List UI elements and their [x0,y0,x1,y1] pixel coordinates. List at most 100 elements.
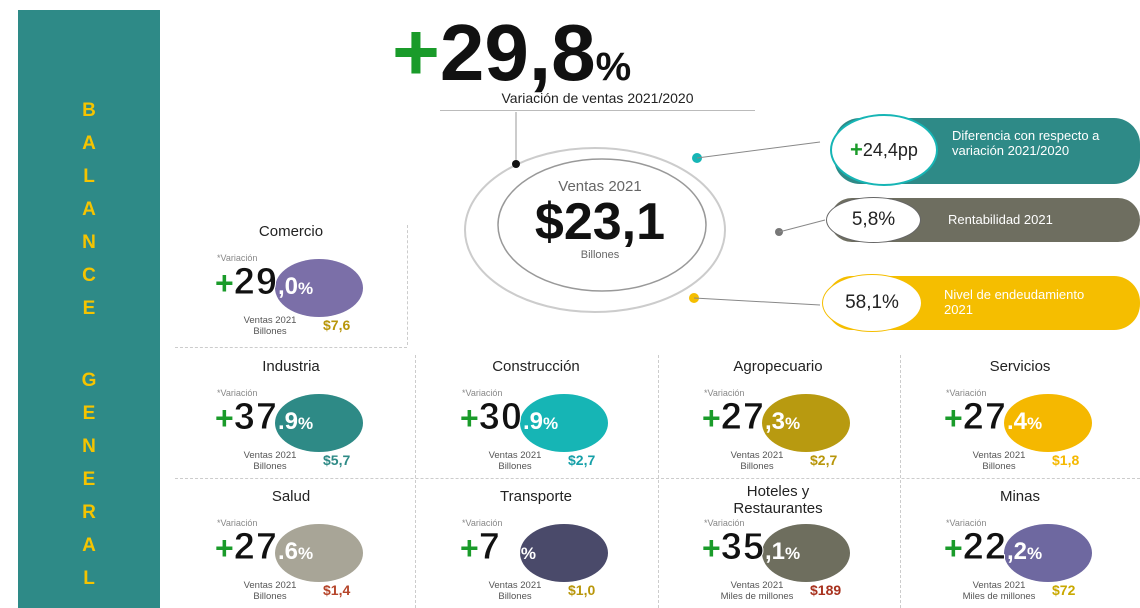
callout-value: 24,4pp [862,139,918,160]
sales-caption: Ventas 2021 Billones [215,315,325,337]
variation-sign: + [702,530,721,566]
variation-label: *Variación [946,388,987,398]
center-value: $23,1 [534,193,666,251]
sector-name: Transporte [500,488,572,505]
sales-unit: Billones [253,591,287,602]
sales-unit: Miles de millones [962,591,1036,602]
sales-caption: Ventas 2021 Billones [702,450,812,472]
sector-card: Transporte *Variación +7,5% Ventas 2021 Bill… [420,480,652,608]
variation-circle [762,524,850,582]
variation-int: 27 [962,396,1007,439]
variation-int: 37 [233,396,278,439]
variation-circle [275,394,363,452]
sales-caption: Ventas 2021 Billones [460,580,570,602]
sector-name: Servicios [989,358,1051,375]
sales-value: $2,7 [568,452,596,468]
sales-unit: Billones [498,461,532,472]
sales-unit: Billones [253,326,287,337]
separator [900,355,901,608]
sales-value: $2,7 [810,452,838,468]
variation-dec: ,5 [500,538,521,565]
variation-dec: ,1 [764,538,785,565]
variation-pct: % [520,544,536,563]
variation-value: +35,1% [702,526,800,569]
sales-unit: Billones [982,461,1016,472]
sales-label: Ventas 2021 [243,450,297,461]
variation-value: +37.9% [215,396,313,439]
sales-value: $72 [1052,582,1076,598]
headline-sign: + [392,7,440,98]
inner-ring [497,158,707,292]
variation-int: 35 [720,526,765,569]
variation-circle [520,394,608,452]
variation-int: 27 [720,396,765,439]
callout-text: Diferencia con respecto a variación 2021… [952,128,1100,158]
separator [658,355,659,608]
sector-card: Comercio *Variación +29,0% Ventas 2021 Billo… [175,215,407,343]
callout: +24,4pp Diferencia con respecto a variac… [830,114,1140,186]
callout-value-badge: +24,4pp [830,114,938,186]
sector-card: Minas *Variación +22,2% Ventas 2021 Miles de… [904,480,1136,608]
dot [512,160,520,168]
variation-sign: + [460,530,479,566]
variation-value: +30.9% [460,396,558,439]
variation-label: *Variación [704,518,745,528]
variation-sign: + [215,400,234,436]
variation-dec: .4 [1006,408,1027,435]
variation-sign: + [944,530,963,566]
variation-value: +29,0% [215,261,313,304]
variation-circle [1004,524,1092,582]
sales-label: Ventas 2021 [730,450,784,461]
connector [696,141,821,159]
sales-label: Ventas 2021 [488,450,542,461]
variation-int: 29 [233,261,278,304]
connector [693,297,821,306]
variation-value: +27,3% [702,396,800,439]
separator [175,347,407,348]
variation-label: *Variación [462,518,503,528]
variation-label: *Variación [704,388,745,398]
sales-unit: Billones [740,461,774,472]
variation-value: +27.4% [944,396,1042,439]
variation-sign: + [460,400,479,436]
sales-caption: Ventas 2021 Billones [944,450,1054,472]
sector-card: Construcción *Variación +30.9% Ventas 2021 B… [420,350,652,478]
sales-value: $189 [810,582,842,598]
variation-label: *Variación [217,518,258,528]
variation-circle [275,259,363,317]
variation-dec: .9 [277,408,298,435]
separator [407,225,408,345]
variation-label: *Variación [462,388,503,398]
sales-label: Ventas 2021 [972,580,1026,591]
callout-value: 58,1% [822,274,922,332]
sales-value: $1,0 [568,582,596,598]
variation-sign: + [215,265,234,301]
variation-circle [520,524,608,582]
sector-name: Industria [262,358,320,375]
variation-sign: + [215,530,234,566]
headline-label: Variación de ventas 2021/2020 [440,90,755,111]
variation-pct: % [297,414,314,433]
variation-value: +27.6% [215,526,313,569]
variation-pct: % [784,414,801,433]
variation-circle [275,524,363,582]
sales-label: Ventas 2021 [243,315,297,326]
sales-caption: Ventas 2021 Billones [460,450,570,472]
variation-dec: ,2 [1006,538,1027,565]
variation-dec: .6 [277,538,298,565]
callout: 5,8% Rentabilidad 2021 [826,197,1140,243]
variation-dec: ,3 [764,408,785,435]
sales-unit: Billones [253,461,287,472]
variation-sign: + [702,400,721,436]
variation-label: *Variación [217,253,258,263]
sales-caption: Ventas 2021 Miles de millones [702,580,812,602]
outer-ring [464,147,726,313]
center-label: Ventas 2021 [558,178,642,195]
sales-unit: Miles de millones [720,591,794,602]
variation-pct: % [1026,544,1043,563]
sector-card: Salud *Variación +27.6% Ventas 2021 Billones… [175,480,407,608]
sales-label: Ventas 2021 [488,580,542,591]
separator [415,355,416,608]
